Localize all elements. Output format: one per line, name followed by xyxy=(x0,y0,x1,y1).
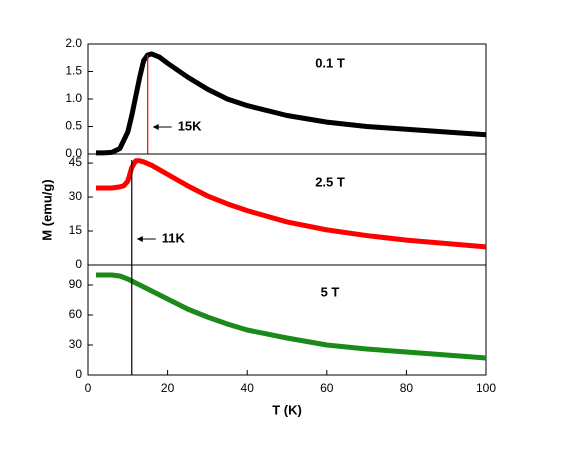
y-tick-label: 60 xyxy=(69,307,83,321)
arrow-head xyxy=(136,236,143,242)
field-label: 5 T xyxy=(321,284,340,299)
data-line xyxy=(95,51,487,156)
x-axis-label: T (K) xyxy=(272,402,302,417)
y-axis-label: M (emu/g) xyxy=(39,179,54,240)
marker-label: 11K xyxy=(162,230,186,245)
x-tick-label: 0 xyxy=(85,381,92,395)
y-tick-label: 0.0 xyxy=(65,146,82,160)
x-tick-label: 40 xyxy=(241,381,255,395)
marker-label: 15K xyxy=(178,118,202,133)
y-tick-label: 15 xyxy=(69,223,83,237)
field-label: 2.5 T xyxy=(315,174,345,189)
y-tick-label: 0 xyxy=(75,367,82,381)
y-tick-label: 0 xyxy=(75,257,82,271)
x-tick-label: 80 xyxy=(400,381,414,395)
x-tick-label: 20 xyxy=(161,381,175,395)
y-tick-label: 1.0 xyxy=(65,91,82,105)
y-tick-label: 30 xyxy=(69,337,83,351)
x-tick-label: 60 xyxy=(320,381,334,395)
field-label: 0.1 T xyxy=(315,55,345,70)
data-line xyxy=(95,158,487,250)
plot-frame xyxy=(87,153,487,266)
arrow-head xyxy=(152,124,159,130)
y-tick-label: 2.0 xyxy=(65,36,82,50)
y-tick-label: 0.5 xyxy=(65,119,82,133)
data-line xyxy=(95,272,487,361)
x-tick-label: 100 xyxy=(476,381,496,395)
plot-frame xyxy=(87,264,487,376)
y-tick-label: 90 xyxy=(69,277,83,291)
y-tick-label: 30 xyxy=(69,189,83,203)
y-tick-label: 45 xyxy=(69,155,83,169)
y-tick-label: 1.5 xyxy=(65,64,82,78)
